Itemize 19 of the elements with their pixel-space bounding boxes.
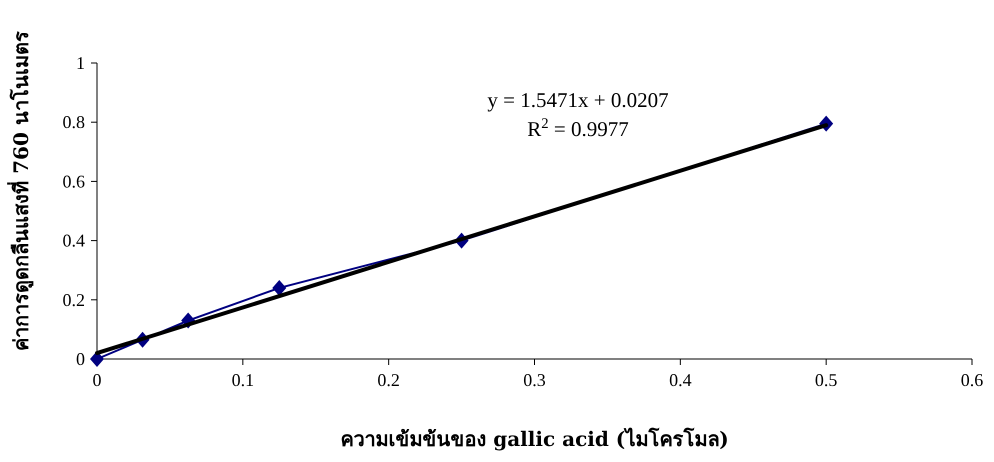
y-axis-title: ค่าการดูดกลืนแสงที่ 760 นาโนเมตร — [6, 31, 35, 351]
point — [272, 280, 286, 296]
annotation: y = 1.5471x + 0.0207 — [487, 88, 669, 112]
x-tick-label: 0.5 — [814, 370, 838, 390]
y-tick-label: 0.4 — [62, 230, 85, 251]
y-tick-label: 0 — [76, 349, 85, 369]
x-tick-label: 0.6 — [960, 370, 984, 390]
y-tick-label: 0.2 — [62, 290, 85, 310]
x-tick-label: 0.4 — [669, 370, 692, 390]
x-tick-label: 0.2 — [377, 370, 400, 390]
x-tick-label: 0.1 — [232, 370, 254, 390]
y-tick-label: 0.6 — [62, 171, 85, 192]
x-tick-label: 0 — [92, 370, 102, 390]
x-axis-title: ความเข้มข้นของ gallic acid (ไมโครโมล) — [340, 427, 729, 451]
y-tick-label: 0.8 — [62, 112, 85, 132]
x-tick-label: 0.3 — [523, 370, 546, 390]
point — [90, 351, 104, 367]
y-tick-label: 1 — [76, 53, 85, 73]
annotation: R$^{2}$ = 0.9977 — [527, 116, 629, 141]
